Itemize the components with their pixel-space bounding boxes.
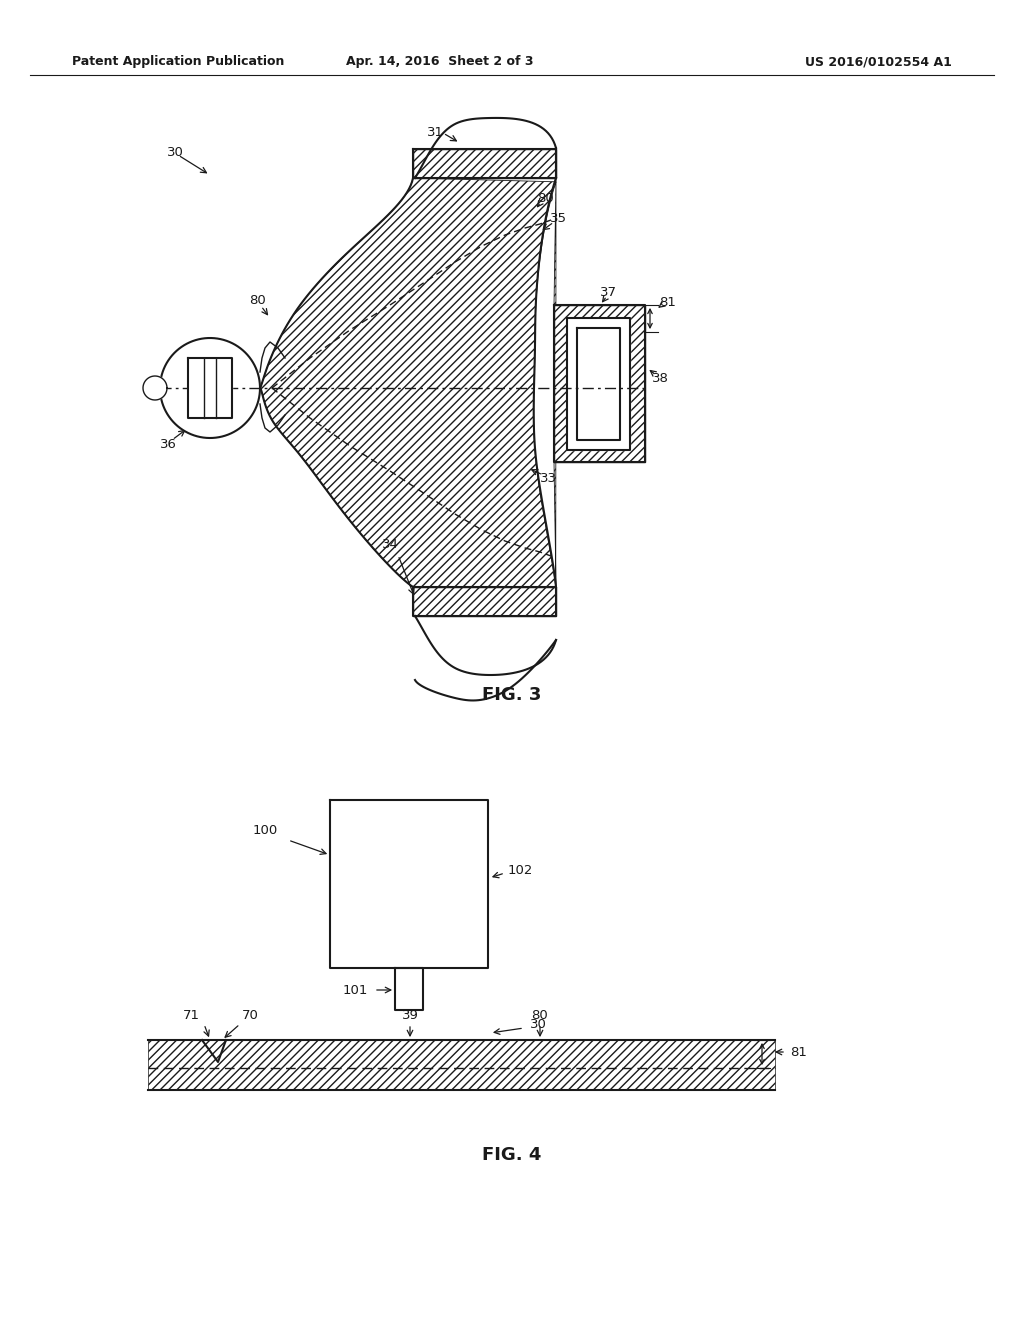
- Text: 71: 71: [183, 1008, 200, 1022]
- Text: 81: 81: [659, 297, 677, 309]
- Text: 70: 70: [242, 1008, 258, 1022]
- Polygon shape: [160, 338, 260, 438]
- Text: Patent Application Publication: Patent Application Publication: [72, 55, 285, 69]
- Text: 36: 36: [160, 438, 176, 451]
- Text: 80: 80: [531, 1008, 549, 1022]
- Polygon shape: [577, 327, 620, 440]
- Polygon shape: [188, 358, 232, 418]
- Polygon shape: [413, 587, 556, 616]
- Text: 81: 81: [790, 1045, 807, 1059]
- Text: 39: 39: [401, 1008, 419, 1022]
- Bar: [148, 1040, 775, 1090]
- Text: 37: 37: [599, 285, 616, 298]
- Text: 30: 30: [530, 1019, 547, 1031]
- Polygon shape: [554, 305, 645, 462]
- Text: US 2016/0102554 A1: US 2016/0102554 A1: [805, 55, 952, 69]
- Text: Apr. 14, 2016  Sheet 2 of 3: Apr. 14, 2016 Sheet 2 of 3: [346, 55, 534, 69]
- Text: FIG. 3: FIG. 3: [482, 686, 542, 704]
- Polygon shape: [567, 318, 630, 450]
- Text: FIG. 4: FIG. 4: [482, 1146, 542, 1164]
- Text: 101: 101: [343, 983, 368, 997]
- Text: 80: 80: [537, 191, 553, 205]
- Text: 31: 31: [427, 127, 443, 140]
- Text: 35: 35: [550, 211, 566, 224]
- Text: 38: 38: [651, 371, 669, 384]
- Text: 30: 30: [167, 145, 183, 158]
- Polygon shape: [395, 968, 423, 1010]
- Polygon shape: [260, 178, 645, 587]
- Text: 100: 100: [252, 824, 278, 837]
- Text: 80: 80: [250, 293, 266, 306]
- Polygon shape: [330, 800, 488, 968]
- Polygon shape: [143, 376, 167, 400]
- Text: 33: 33: [540, 471, 556, 484]
- Text: 34: 34: [382, 539, 398, 552]
- Text: 102: 102: [508, 863, 534, 876]
- Polygon shape: [413, 149, 556, 178]
